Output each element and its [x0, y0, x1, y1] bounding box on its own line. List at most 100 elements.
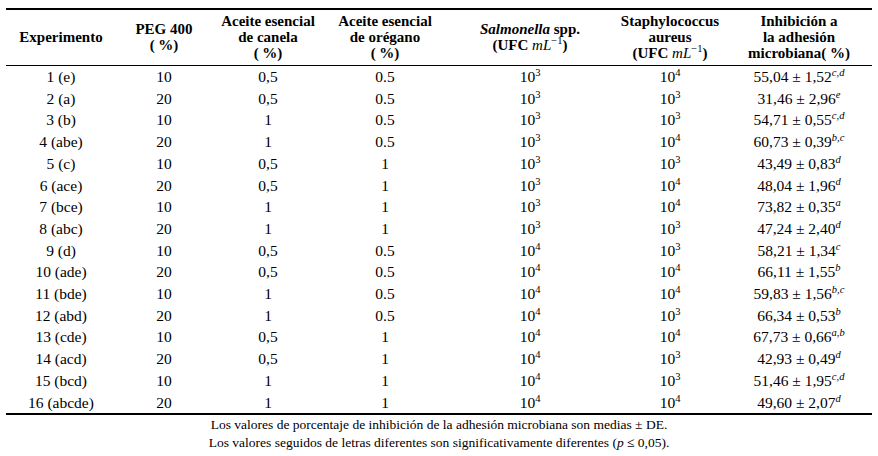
cell-staphylococcus: 104 [614, 131, 726, 153]
cell-staphylococcus: 104 [614, 261, 726, 283]
cell-inhibicion: 51,46 ± 1,95c,d [726, 370, 872, 392]
cell-staphylococcus: 104 [614, 175, 726, 197]
cell-staphylococcus: 103 [614, 240, 726, 262]
table-row: 14 (acd)200,5110410342,93 ± 0,49d [6, 348, 872, 370]
cell-inhibicion: 54,71 ± 0,55c,d [726, 109, 872, 131]
cell-inhibicion: 73,82 ± 0,35a [726, 196, 872, 218]
significance-superscript: b [835, 262, 840, 273]
cell-experimento: 12 (abd) [6, 305, 116, 327]
exponent-superscript: 4 [535, 262, 540, 273]
cell-canela: 1 [212, 131, 324, 153]
species-name: Salmonella [480, 21, 550, 37]
exponent-superscript: 3 [535, 67, 540, 78]
table-row: 4 (abe)2010.510310460,73 ± 0,39b,c [6, 131, 872, 153]
cell-inhibicion: 66,11 ± 1,55b [726, 261, 872, 283]
cell-oregano: 0.5 [324, 66, 446, 88]
header-line: Aceite esencial [212, 13, 324, 29]
exponent-superscript: 3 [675, 349, 680, 360]
exponent-superscript: 4 [675, 197, 680, 208]
cell-oregano: 0.5 [324, 131, 446, 153]
cell-peg400: 10 [116, 153, 212, 175]
ufc-suffix: ) [702, 45, 707, 61]
ufc-prefix: (UFC [633, 45, 673, 61]
header-line: de canela [212, 29, 324, 45]
cell-peg400: 10 [116, 283, 212, 305]
col-header-experimento: Experimento [6, 9, 116, 66]
cell-canela: 1 [212, 392, 324, 415]
col-header-staphylococcus: Staphylococcus aureus (UFC mL−1) [614, 9, 726, 66]
table-row: 10 (ade)200,50.510410466,11 ± 1,55b [6, 261, 872, 283]
cell-salmonella: 103 [446, 153, 614, 175]
exponent-superscript: 3 [535, 132, 540, 143]
cell-staphylococcus: 103 [614, 305, 726, 327]
cell-inhibicion: 31,46 ± 2,96e [726, 88, 872, 110]
exponent-superscript: 3 [535, 110, 540, 121]
header-line: la adhesión [726, 29, 872, 45]
cell-inhibicion: 55,04 ± 1,52c,d [726, 66, 872, 88]
cell-staphylococcus: 104 [614, 326, 726, 348]
col-header-canela: Aceite esencial de canela ( %) [212, 9, 324, 66]
cell-staphylococcus: 103 [614, 88, 726, 110]
cell-inhibicion: 43,49 ± 0,83d [726, 153, 872, 175]
cell-canela: 0,5 [212, 326, 324, 348]
significance-superscript: b,c [832, 284, 845, 295]
cell-oregano: 0.5 [324, 88, 446, 110]
cell-oregano: 0.5 [324, 283, 446, 305]
cell-oregano: 1 [324, 348, 446, 370]
table-note-2: Los valores seguidos de letras diferente… [0, 434, 878, 452]
cell-peg400: 20 [116, 261, 212, 283]
cell-canela: 0,5 [212, 66, 324, 88]
cell-salmonella: 103 [446, 218, 614, 240]
cell-peg400: 20 [116, 88, 212, 110]
significance-superscript: a,b [832, 327, 845, 338]
cell-inhibicion: 49,60 ± 2,07d [726, 392, 872, 415]
ufc-unit: mL [672, 45, 691, 61]
exponent-superscript: 4 [675, 67, 680, 78]
significance-superscript: c,d [832, 371, 845, 382]
cell-oregano: 0.5 [324, 261, 446, 283]
cell-canela: 1 [212, 283, 324, 305]
exponent-superscript: 4 [675, 327, 680, 338]
cell-oregano: 0.5 [324, 109, 446, 131]
cell-salmonella: 103 [446, 196, 614, 218]
exponent-superscript: 4 [535, 327, 540, 338]
table-body: 1 (e)100,50.510310455,04 ± 1,52c,d2 (a)2… [6, 66, 872, 415]
significance-superscript: c,d [832, 67, 845, 78]
cell-staphylococcus: 104 [614, 196, 726, 218]
cell-canela: 1 [212, 305, 324, 327]
exponent-superscript: 4 [535, 306, 540, 317]
cell-canela: 1 [212, 218, 324, 240]
table-row: 2 (a)200,50.510310331,46 ± 2,96e [6, 88, 872, 110]
exponent-superscript: 4 [675, 132, 680, 143]
cell-salmonella: 104 [446, 392, 614, 415]
experiments-table: Experimento PEG 400 ( %) Aceite esencial… [6, 8, 872, 415]
cell-peg400: 20 [116, 175, 212, 197]
header-line: ( %) [212, 45, 324, 61]
cell-canela: 0,5 [212, 261, 324, 283]
exponent-superscript: 3 [675, 240, 680, 251]
table-row: 6 (ace)200,5110310448,04 ± 1,96d [6, 175, 872, 197]
significance-superscript: d [836, 219, 841, 230]
cell-canela: 1 [212, 196, 324, 218]
exponent-superscript: 4 [535, 284, 540, 295]
cell-peg400: 10 [116, 370, 212, 392]
header-line: Inhibición a [726, 13, 872, 29]
col-header-salmonella: Salmonella spp. (UFC mL−1) [446, 9, 614, 66]
cell-peg400: 20 [116, 392, 212, 415]
significance-superscript: e [836, 89, 841, 100]
significance-superscript: b,c [832, 132, 845, 143]
significance-superscript: c,d [832, 110, 845, 121]
cell-peg400: 10 [116, 196, 212, 218]
cell-experimento: 4 (abe) [6, 131, 116, 153]
cell-inhibicion: 67,73 ± 0,66a,b [726, 326, 872, 348]
cell-inhibicion: 42,93 ± 0,49d [726, 348, 872, 370]
significance-superscript: d [836, 349, 841, 360]
table-row: 8 (abc)201110310347,24 ± 2,40d [6, 218, 872, 240]
cell-oregano: 1 [324, 218, 446, 240]
header-row: Experimento PEG 400 ( %) Aceite esencial… [6, 9, 872, 66]
header-line: Salmonella spp. [446, 21, 614, 37]
cell-oregano: 1 [324, 370, 446, 392]
exponent-superscript: 3 [675, 371, 680, 382]
cell-experimento: 2 (a) [6, 88, 116, 110]
significance-superscript: c [836, 240, 841, 251]
